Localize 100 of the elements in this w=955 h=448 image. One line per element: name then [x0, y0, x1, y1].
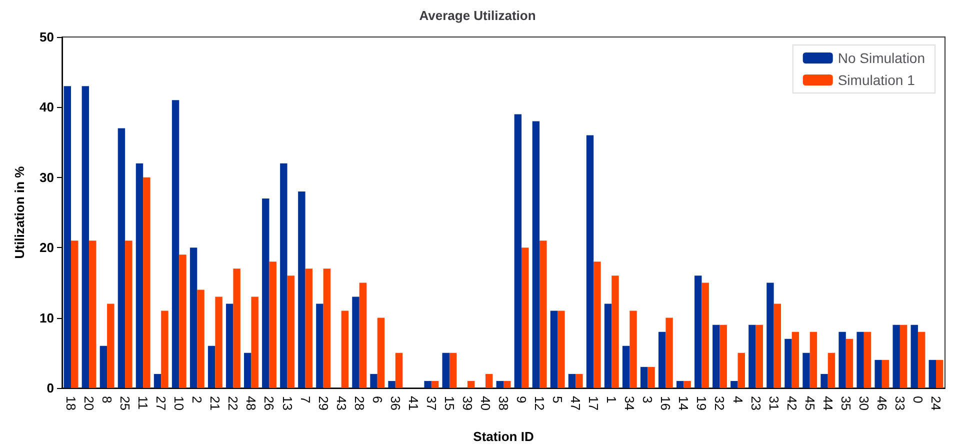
bar: [550, 310, 558, 388]
bar: [684, 380, 691, 388]
bar: [820, 374, 828, 388]
x-tick-label: 21: [208, 396, 223, 410]
x-tick-label: 45: [802, 396, 818, 410]
bar: [395, 352, 403, 388]
y-tick-label: 40: [40, 100, 54, 115]
bar: [756, 324, 763, 388]
x-tick-label: 48: [244, 396, 259, 410]
x-tick-label: 19: [694, 396, 710, 410]
bar: [215, 296, 222, 388]
bar: [197, 290, 204, 388]
bar: [118, 128, 126, 388]
y-tick-label: 50: [40, 30, 54, 44]
x-tick-label: 10: [172, 396, 187, 410]
bar: [504, 380, 511, 388]
bar: [431, 380, 439, 388]
bar: [874, 360, 882, 388]
bar: [154, 374, 162, 388]
x-tick-label: 5: [550, 396, 566, 404]
bar: [352, 296, 360, 388]
bar: [280, 163, 288, 388]
bar: [341, 310, 349, 388]
bar: [630, 310, 637, 388]
bar: [900, 324, 908, 388]
x-tick-label: 44: [820, 396, 836, 410]
bar: [172, 100, 180, 388]
bar: [377, 318, 385, 388]
bar: [892, 324, 900, 388]
x-tick-label: 6: [370, 396, 385, 404]
y-tick-label: 20: [40, 240, 54, 256]
bar: [802, 352, 810, 388]
bar: [485, 374, 493, 388]
bar: [107, 304, 114, 388]
bar: [540, 240, 547, 388]
x-tick-label: 3: [640, 396, 656, 404]
bar: [359, 282, 367, 388]
x-tick-label: 0: [910, 396, 926, 404]
bar: [784, 338, 792, 388]
x-tick-label: 42: [784, 396, 800, 410]
x-tick-label: 32: [712, 396, 728, 410]
x-tick-label: 15: [442, 396, 457, 410]
bar: [640, 366, 648, 388]
x-tick-label: 34: [622, 396, 638, 410]
bar: [576, 374, 583, 388]
bar: [208, 346, 216, 388]
x-tick-label: 14: [676, 396, 692, 410]
bar: [658, 332, 666, 388]
x-tick-label: 12: [532, 396, 548, 410]
bar: [648, 366, 655, 388]
x-tick-label: 40: [478, 396, 493, 410]
x-tick-label: 7: [298, 396, 313, 404]
bar: [100, 346, 108, 388]
bar: [89, 240, 96, 388]
bar: [233, 268, 240, 388]
bar: [730, 380, 738, 388]
x-tick-label: 20: [82, 396, 97, 410]
bar: [370, 374, 378, 388]
bar: [305, 268, 312, 388]
bar: [918, 332, 926, 388]
x-tick-label: 16: [658, 396, 674, 410]
bar: [424, 380, 432, 388]
bar: [774, 304, 782, 388]
x-tick-label: 35: [838, 396, 854, 410]
bar: [676, 380, 684, 388]
bar: [882, 360, 890, 388]
y-axis-title: Utilization in %: [12, 166, 27, 259]
bar: [467, 380, 475, 388]
x-tick-label: 25: [118, 396, 133, 410]
bar: [792, 332, 800, 388]
x-tick-label: 9: [514, 396, 530, 404]
x-tick-label: 36: [388, 396, 403, 410]
bar: [720, 324, 727, 388]
bar: [586, 135, 594, 388]
bar: [71, 240, 78, 388]
bar: [449, 352, 457, 388]
bar: [251, 296, 258, 388]
x-tick-label: 37: [424, 396, 439, 410]
bar: [738, 352, 745, 388]
bar: [179, 254, 186, 388]
x-axis-title: Station ID: [473, 429, 534, 444]
bar: [388, 380, 396, 388]
x-tick-label: 8: [100, 396, 115, 404]
bar: [856, 332, 864, 388]
x-tick-label: 39: [460, 396, 475, 410]
bar: [269, 262, 276, 388]
bar: [910, 324, 918, 388]
bar: [766, 282, 774, 388]
bar: [622, 346, 630, 388]
x-tick-label: 18: [64, 396, 79, 410]
bar: [532, 121, 540, 388]
bar: [161, 310, 168, 388]
bar: [810, 332, 818, 388]
x-tick-label: 31: [766, 396, 782, 410]
bar: [864, 332, 872, 388]
x-tick-label: 11: [136, 396, 151, 410]
x-tick-label: 41: [406, 396, 421, 410]
legend-label: Simulation 1: [838, 72, 916, 88]
x-tick-label: 28: [352, 396, 367, 410]
bar: [702, 282, 709, 388]
